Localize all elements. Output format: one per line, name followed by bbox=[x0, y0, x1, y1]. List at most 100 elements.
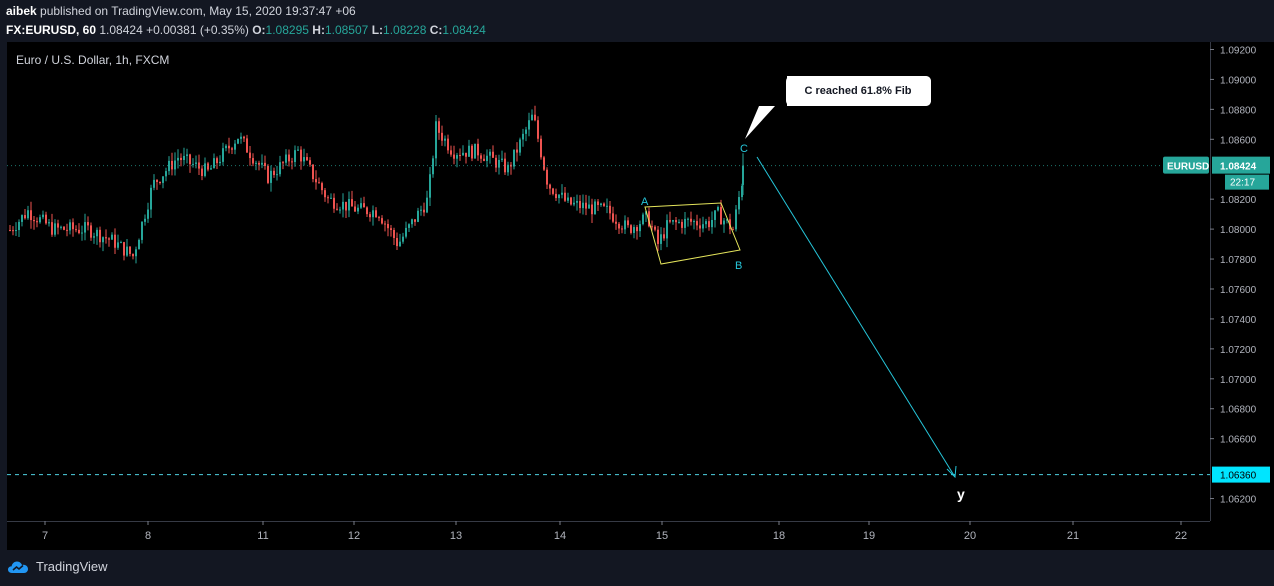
candle-down bbox=[246, 138, 248, 153]
candle-down bbox=[267, 166, 269, 183]
candle-down bbox=[228, 145, 230, 149]
candle-up bbox=[153, 179, 155, 188]
candle-down bbox=[336, 208, 338, 210]
candle-up bbox=[195, 162, 197, 164]
candle-down bbox=[180, 157, 182, 161]
price-tick-label: 1.09000 bbox=[1220, 75, 1257, 86]
candle-up bbox=[372, 210, 374, 218]
candle-down bbox=[315, 179, 317, 183]
candle-up bbox=[183, 155, 185, 161]
candle-up bbox=[255, 162, 257, 164]
candle-down bbox=[483, 158, 485, 161]
candle-up bbox=[42, 214, 44, 218]
price-change: +0.00381 (+0.35%) bbox=[146, 23, 249, 37]
candle-up bbox=[741, 185, 743, 198]
candle-up bbox=[168, 160, 170, 172]
candle-up bbox=[501, 158, 503, 160]
candle-down bbox=[114, 234, 116, 248]
candle-down bbox=[504, 158, 506, 173]
candle-up bbox=[723, 220, 725, 225]
low-label: L: bbox=[371, 23, 384, 37]
candle-up bbox=[687, 218, 689, 220]
candle-up bbox=[468, 145, 470, 157]
candle-down bbox=[252, 158, 254, 164]
candle-up bbox=[660, 234, 662, 244]
brand-name: TradingView bbox=[36, 559, 108, 574]
candle-down bbox=[249, 152, 251, 159]
candle-down bbox=[33, 220, 35, 222]
candle-up bbox=[357, 207, 359, 212]
price-tick-label: 1.06800 bbox=[1220, 405, 1257, 416]
candle-down bbox=[156, 179, 158, 182]
candle-down bbox=[108, 238, 110, 240]
candle-down bbox=[159, 181, 161, 183]
chart-area[interactable]: Euro / U.S. Dollar, 1h, FXCM 1.09200 1.09… bbox=[7, 42, 1274, 550]
wedge-outline bbox=[644, 202, 741, 265]
candle-up bbox=[360, 203, 362, 208]
candle-down bbox=[123, 242, 125, 256]
candle-up bbox=[402, 236, 404, 242]
candle-up bbox=[102, 237, 104, 243]
author-name[interactable]: aibek bbox=[6, 4, 37, 18]
candle-down bbox=[690, 218, 692, 222]
last-price-tag-text: 1.08424 bbox=[1220, 162, 1257, 173]
candle-up bbox=[126, 246, 128, 256]
time-tick-label: 8 bbox=[145, 530, 151, 542]
candle-up bbox=[294, 150, 296, 162]
countdown-tag bbox=[1225, 174, 1269, 190]
candle-up bbox=[735, 209, 737, 230]
candle-down bbox=[57, 223, 59, 228]
candle-up bbox=[456, 155, 458, 159]
candle-down bbox=[378, 217, 380, 219]
candle-down bbox=[549, 184, 551, 189]
time-axis[interactable]: 7 8 11 12 13 14 15 18 19 20 21 22 bbox=[7, 521, 1210, 542]
candle-down bbox=[306, 157, 308, 161]
candle-down bbox=[63, 226, 65, 230]
candle-down bbox=[207, 163, 209, 170]
candle-down bbox=[681, 221, 683, 228]
candle-down bbox=[333, 197, 335, 209]
candle-down bbox=[363, 203, 365, 208]
candle-up bbox=[18, 221, 20, 231]
candle-up bbox=[417, 210, 419, 222]
candle-down bbox=[450, 150, 452, 155]
candle-down bbox=[396, 238, 398, 247]
tradingview-cloud-icon bbox=[8, 561, 28, 573]
projection-arrow bbox=[756, 156, 956, 478]
candle-down bbox=[552, 188, 554, 194]
price-tick-label: 1.06200 bbox=[1220, 495, 1257, 506]
candle-up bbox=[420, 209, 422, 211]
price-tick-label: 1.08200 bbox=[1220, 195, 1257, 206]
candle-up bbox=[399, 241, 401, 247]
close-label: C: bbox=[429, 23, 443, 37]
candle-down bbox=[579, 201, 581, 209]
candle-up bbox=[474, 143, 476, 159]
candle-up bbox=[261, 162, 263, 165]
candle-up bbox=[120, 242, 122, 244]
candle-down bbox=[543, 157, 545, 170]
candle-up bbox=[702, 224, 704, 229]
price-tick-label: 1.07600 bbox=[1220, 285, 1257, 296]
candle-down bbox=[291, 161, 293, 163]
candle-down bbox=[537, 120, 539, 139]
price-chart[interactable]: Euro / U.S. Dollar, 1h, FXCM 1.092001.09… bbox=[7, 42, 1274, 550]
price-axis[interactable]: 1.09200 1.09000 1.08800 1.08600 1.08200 1.080… bbox=[1210, 42, 1257, 521]
candle-up bbox=[186, 154, 188, 156]
candle-up bbox=[714, 210, 716, 220]
candle-up bbox=[147, 209, 149, 219]
candle-up bbox=[21, 215, 23, 222]
tradingview-logo[interactable]: TradingView bbox=[8, 559, 108, 574]
candle-down bbox=[216, 158, 218, 164]
candle-up bbox=[633, 227, 635, 233]
candle-down bbox=[12, 230, 14, 232]
candle-down bbox=[675, 220, 677, 223]
candle-down bbox=[351, 199, 353, 207]
candle-down bbox=[480, 155, 482, 159]
candle-up bbox=[705, 221, 707, 225]
time-tick-label: 22 bbox=[1175, 530, 1187, 542]
candle-up bbox=[432, 158, 434, 175]
candle-up bbox=[525, 129, 527, 134]
candle-down bbox=[45, 214, 47, 224]
candle-down bbox=[516, 149, 518, 153]
wedge-pattern[interactable] bbox=[644, 202, 741, 265]
